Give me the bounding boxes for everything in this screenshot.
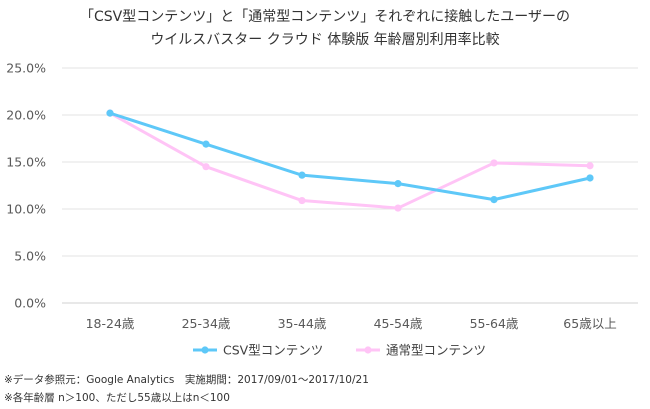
legend-label: CSV型コンテンツ <box>223 343 323 358</box>
line-chart: 「CSV型コンテンツ」と「通常型コンテンツ」それぞれに接触したユーザーのウイルス… <box>6 8 638 358</box>
footnote-sample-size: ※各年齢層 n＞100、ただし55歳以上はn＜100 <box>4 392 230 404</box>
data-point <box>490 196 498 204</box>
footnote-data-source: ※データ参照元：Google Analytics 実施期間：2017/09/01… <box>4 374 369 386</box>
x-tick-label: 25-34歳 <box>182 316 231 331</box>
x-tick-label: 35-44歳 <box>278 316 327 331</box>
y-tick-label: 10.0% <box>6 202 46 217</box>
data-point <box>298 171 306 179</box>
data-point <box>298 196 306 205</box>
data-point <box>394 204 402 212</box>
x-tick-label: 45-54歳 <box>374 316 423 331</box>
chart-title-line: 「CSV型コンテンツ」と「通常型コンテンツ」それぞれに接触したユーザーの <box>80 8 570 25</box>
data-point <box>394 180 402 188</box>
data-point <box>586 174 594 182</box>
y-tick-label: 5.0% <box>14 249 46 264</box>
y-tick-label: 0.0% <box>14 296 46 311</box>
x-tick-label: 65歳以上 <box>563 316 616 331</box>
legend-label: 通常型コンテンツ <box>386 343 486 358</box>
data-point <box>202 140 210 148</box>
series-line-2 <box>108 111 592 210</box>
data-point <box>490 159 498 167</box>
y-tick-label: 15.0% <box>6 155 46 170</box>
y-tick-label: 25.0% <box>6 61 46 76</box>
x-tick-label: 18-24歳 <box>86 316 135 331</box>
data-point <box>586 162 594 170</box>
x-tick-label: 55-64歳 <box>470 316 519 331</box>
data-point <box>202 163 210 171</box>
data-point <box>106 109 114 117</box>
y-tick-label: 20.0% <box>6 108 46 123</box>
chart-title-line: ウイルスバスター クラウド 体験版 年齢層別利用率比較 <box>150 31 499 48</box>
legend-swatch-marker <box>201 346 209 354</box>
legend-swatch-marker <box>364 346 372 354</box>
series-line-1 <box>108 111 592 202</box>
